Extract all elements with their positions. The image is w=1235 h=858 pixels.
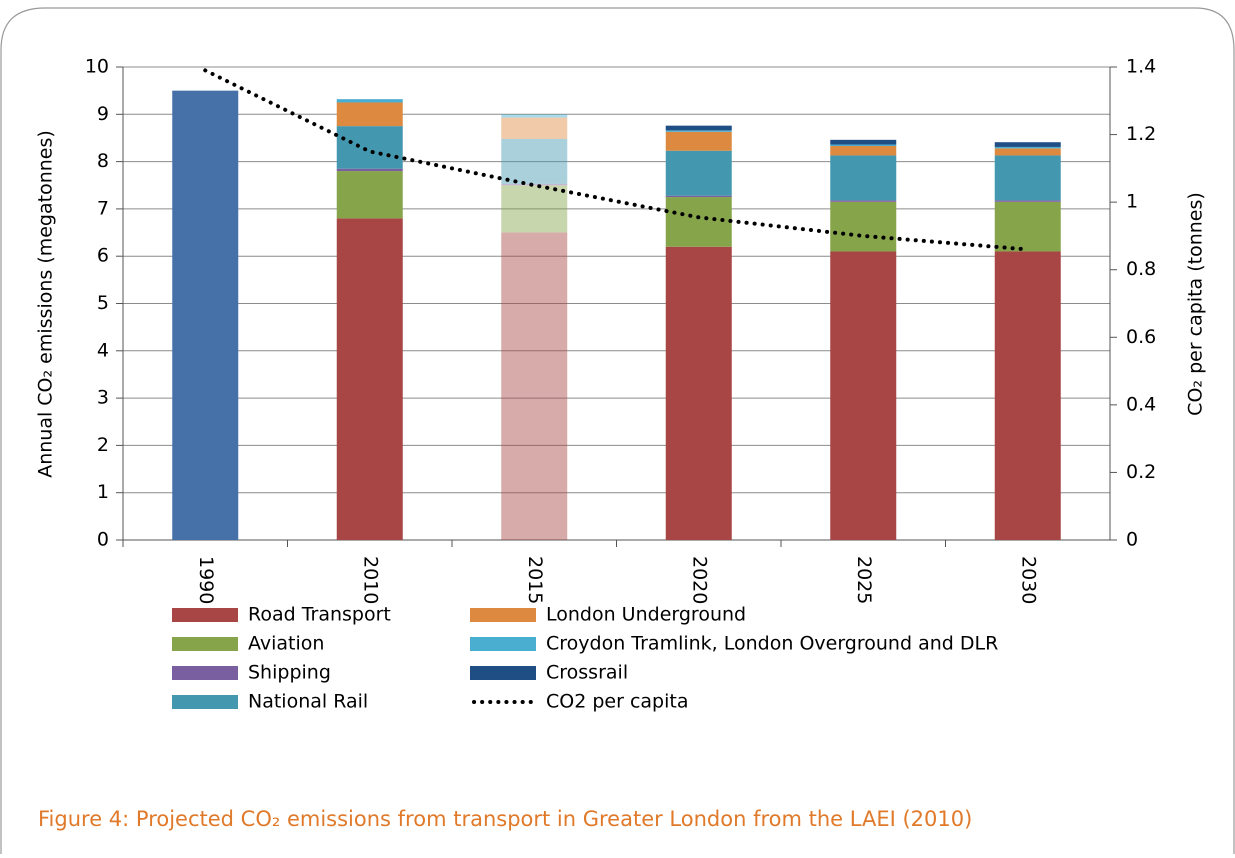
bar-segment (336, 171, 403, 219)
y-tick-label: 4 (97, 339, 109, 361)
bar-segment (830, 251, 897, 540)
y2-tick-label: 0.6 (1126, 326, 1156, 348)
y-tick-label: 0 (97, 529, 109, 551)
legend-swatch (172, 608, 238, 622)
bar-segment (830, 200, 897, 202)
bar-segment (665, 246, 732, 541)
bar-segment (830, 155, 897, 201)
bar-segment (336, 168, 403, 172)
y2-tick-label: 0.2 (1126, 461, 1156, 483)
bar-segment (501, 114, 568, 118)
bar-segment (172, 90, 239, 541)
legend-label: National Rail (248, 691, 368, 713)
x-tick-label: 2025 (853, 556, 875, 604)
legend-label: Shipping (248, 662, 331, 684)
y-tick-label: 9 (97, 103, 109, 125)
legend-swatch (470, 608, 536, 622)
legend-label: Road Transport (248, 604, 391, 626)
y-tick-label: 7 (97, 197, 109, 219)
bar-segment (830, 145, 897, 156)
bar-segment (994, 200, 1061, 202)
bar-segment (336, 99, 403, 103)
bar-segment (994, 201, 1061, 252)
legend-label: Aviation (248, 633, 324, 655)
bar-segment (501, 138, 568, 184)
y2-tick-label: 0.4 (1126, 393, 1156, 415)
bar-segment (665, 197, 732, 247)
bar-segment (994, 146, 1061, 149)
legend-swatch (172, 666, 238, 680)
y-axis-title: Annual CO₂ emissions (megatonnes) (35, 130, 57, 478)
x-tick-label: 2015 (524, 556, 546, 604)
legend-label: London Underground (546, 604, 746, 626)
bar-segment (501, 232, 568, 541)
bar-segment (665, 195, 732, 198)
y-tick-label: 6 (97, 245, 109, 267)
frame (0, 7, 1235, 854)
y2-axis-title: CO₂ per capita (tonnes) (1185, 192, 1207, 416)
y2-tick-label: 1 (1126, 191, 1138, 213)
y-tick-label: 3 (97, 387, 109, 409)
bar-segment (830, 144, 897, 146)
y-tick-label: 2 (97, 434, 109, 456)
legend-label: Croydon Tramlink, London Overground and … (546, 633, 998, 655)
y-tick-label: 10 (85, 56, 109, 78)
bar-segment (501, 185, 568, 233)
bar-segment (336, 218, 403, 541)
y2-tick-label: 1.4 (1126, 56, 1156, 78)
y2-tick-label: 1.2 (1126, 123, 1156, 145)
bar-segment (336, 126, 403, 169)
legend-swatch (470, 637, 536, 651)
bar-segment (501, 117, 568, 139)
bar-segment (336, 102, 403, 127)
bar-segment (501, 183, 568, 186)
bar-segment (830, 201, 897, 252)
legend-swatch (172, 695, 238, 709)
caption: Figure 4: Projected CO₂ emissions from t… (38, 807, 972, 831)
y2-tick-label: 0 (1126, 529, 1138, 551)
bar-segment (665, 125, 732, 131)
bar-segment (830, 139, 897, 145)
y-tick-label: 5 (97, 292, 109, 314)
bar-segment (994, 142, 1061, 147)
x-tick-label: 2010 (359, 556, 381, 604)
legend-swatch (172, 637, 238, 651)
bar-segment (665, 150, 732, 196)
x-tick-label: 2020 (688, 556, 710, 604)
legend-label: CO2 per capita (546, 691, 688, 713)
bar-segment (994, 148, 1061, 156)
x-tick-label: 1990 (195, 556, 217, 604)
y2-tick-label: 0.8 (1126, 258, 1156, 280)
bar-segment (665, 131, 732, 151)
y-tick-label: 1 (97, 481, 109, 503)
legend-label: Crossrail (546, 662, 628, 684)
per-capita-line (203, 68, 1030, 252)
bar-segment (994, 155, 1061, 201)
bar-segment (994, 251, 1061, 540)
bar-segment (665, 130, 732, 132)
y-tick-label: 8 (97, 150, 109, 172)
x-tick-label: 2030 (1017, 556, 1039, 604)
legend-swatch (470, 666, 536, 680)
